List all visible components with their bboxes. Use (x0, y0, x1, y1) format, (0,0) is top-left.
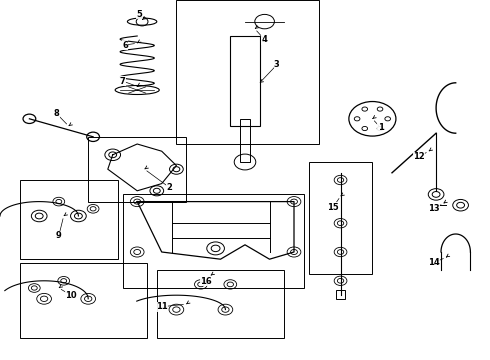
Bar (309, 162, 372, 274)
Bar (88, 137, 186, 202)
Bar (176, 0, 318, 144)
Text: 9: 9 (56, 231, 62, 240)
Text: 10: 10 (65, 291, 77, 300)
Bar (336, 290, 345, 299)
Bar (20, 180, 118, 259)
Text: 15: 15 (327, 202, 339, 212)
Text: 4: 4 (262, 35, 268, 44)
Text: 1: 1 (378, 123, 384, 132)
Text: 16: 16 (200, 277, 212, 286)
Text: 2: 2 (166, 183, 172, 192)
Text: 14: 14 (428, 258, 440, 267)
Text: 12: 12 (413, 152, 425, 161)
Text: 7: 7 (120, 77, 125, 86)
Text: 13: 13 (428, 204, 440, 213)
Bar (20, 263, 147, 338)
Bar (240, 119, 250, 162)
Bar (230, 36, 260, 126)
Bar (122, 194, 304, 288)
Text: 5: 5 (137, 10, 143, 19)
Text: 6: 6 (122, 41, 128, 50)
Text: 8: 8 (53, 109, 59, 118)
Bar (157, 270, 284, 338)
Text: 11: 11 (156, 302, 168, 311)
Text: 3: 3 (274, 60, 280, 69)
